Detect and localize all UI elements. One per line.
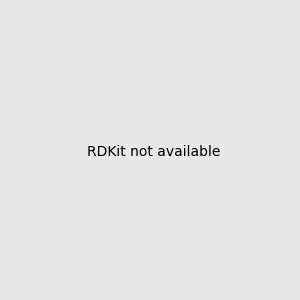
Text: RDKit not available: RDKit not available: [87, 145, 220, 158]
